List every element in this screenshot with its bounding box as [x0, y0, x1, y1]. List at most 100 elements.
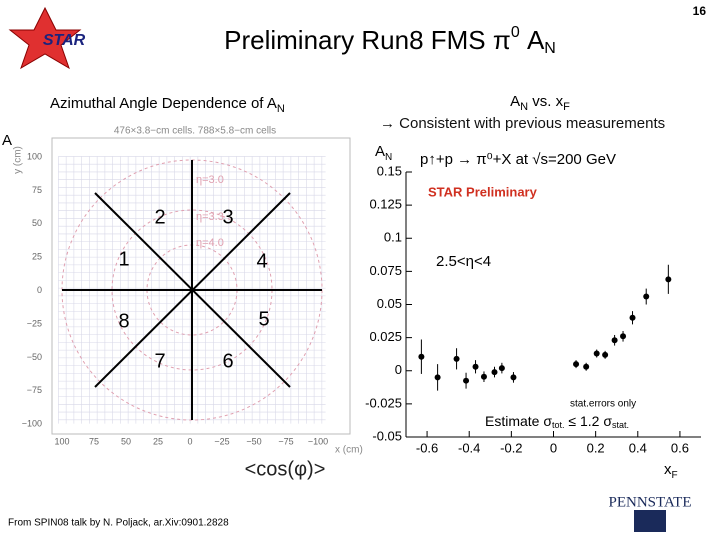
- sector-number: 7: [154, 350, 165, 372]
- y-tick-label: -0.05: [372, 428, 402, 443]
- y-tick-label: −75: [27, 385, 42, 395]
- y-axis-title: y (cm): [13, 146, 24, 174]
- x-tick-label: 0: [550, 440, 557, 455]
- y-tick-label: 0: [395, 362, 402, 377]
- x-axis-title: x (cm): [335, 445, 363, 456]
- y-tick-label: 50: [32, 218, 42, 228]
- title-sub: N: [544, 40, 556, 57]
- estimate-part: Estimate σ: [485, 413, 552, 429]
- sector-number: 5: [258, 308, 269, 330]
- right-heading: AN vs. xF: [510, 93, 570, 113]
- x-tick-label: 0: [187, 436, 192, 446]
- data-point: [620, 333, 627, 340]
- x-label: xF: [664, 461, 678, 481]
- diagram-frame: [51, 137, 351, 435]
- sector-number: 1: [118, 248, 129, 270]
- y-tick-label: 0.15: [377, 163, 402, 178]
- title-sup: 0: [511, 24, 520, 41]
- subheading: → Consistent with previous measurements: [380, 115, 665, 132]
- x-tick-label: -0.2: [500, 440, 522, 455]
- sector-number: 6: [222, 350, 233, 372]
- bottom-label: <cos(φ)>: [245, 458, 326, 480]
- x-tick-label: 0.2: [587, 440, 605, 455]
- x-tick-label: 75: [89, 436, 99, 446]
- data-point: [573, 361, 580, 368]
- data-point: [453, 355, 460, 362]
- data-point: [629, 314, 636, 321]
- data-point: [643, 293, 650, 300]
- y-tick-label: −25: [27, 318, 42, 328]
- pennstate-logo: PENNSTATE: [609, 494, 692, 510]
- heading-sub: F: [563, 101, 570, 113]
- data-point: [602, 351, 609, 358]
- logo-text: STAR: [43, 32, 86, 49]
- y-tick-label: 0.05: [377, 296, 402, 311]
- estimate-sub: tot.: [552, 420, 565, 430]
- source-note: From SPIN08 talk by N. Poljack, ar.Xiv:0…: [8, 518, 229, 529]
- left-heading: Azimuthal Angle Dependence of AN: [50, 95, 285, 115]
- estimate: Estimate σtot. ≤ 1.2 σstat.: [485, 413, 629, 431]
- y-tick-label: −50: [27, 352, 42, 362]
- heading-part: Azimuthal Angle Dependence of A: [50, 95, 277, 112]
- x-tick-label: 25: [153, 436, 163, 446]
- y-tick-label: 25: [32, 252, 42, 262]
- data-point: [498, 365, 505, 372]
- pennstate-shield: [634, 510, 666, 532]
- slide-title: Preliminary Run8 FMS π0 AN: [224, 24, 556, 57]
- estimate-part: ≤ 1.2 σ: [565, 413, 613, 429]
- reaction: p↑+p → π⁰+X at √s=200 GeV: [420, 151, 616, 168]
- data-point: [434, 374, 441, 381]
- x-tick-label: 50: [121, 436, 131, 446]
- data-point: [583, 363, 590, 370]
- eta-label: η=3.0: [196, 174, 224, 186]
- data-point: [665, 276, 672, 283]
- data-point: [480, 373, 487, 380]
- x-tick-label: -0.6: [416, 440, 438, 455]
- sector-number: 8: [118, 310, 129, 332]
- y-tick-label: 100: [27, 151, 42, 161]
- y-tick-label: 0.025: [369, 329, 402, 344]
- eta-label: η=3.3: [196, 211, 224, 223]
- y-tick-label: −100: [22, 419, 42, 429]
- x-tick-label: 0.6: [671, 440, 689, 455]
- data-point: [510, 374, 517, 381]
- label-sub: F: [672, 470, 678, 481]
- x-tick-label: −25: [214, 436, 229, 446]
- stat-note: stat.errors only: [570, 399, 636, 410]
- page-number: 16: [693, 4, 707, 18]
- y-tick-label: 0.1: [384, 230, 402, 245]
- data-point: [463, 377, 470, 384]
- sector-number: 4: [256, 250, 267, 272]
- star-logo: [8, 6, 82, 70]
- heading-part: vs. x: [528, 93, 564, 110]
- axis-cut-label: A: [2, 132, 12, 149]
- x-tick-label: -0.4: [458, 440, 480, 455]
- eta-range: 2.5<η<4: [436, 253, 491, 270]
- title-part: Preliminary Run8 FMS π: [224, 25, 511, 55]
- label-sub: N: [385, 152, 392, 163]
- x-tick-label: 0.4: [629, 440, 647, 455]
- x-tick-label: −75: [278, 436, 293, 446]
- x-tick-label: −100: [308, 436, 328, 446]
- heading-sub: N: [520, 101, 528, 113]
- y-tick-label: 0.075: [369, 263, 402, 278]
- title-part: A: [520, 25, 545, 55]
- heading-sub: N: [277, 103, 285, 115]
- y-tick-label: 0.125: [369, 197, 402, 212]
- star-preliminary: STAR Preliminary: [428, 184, 538, 199]
- sector-number: 3: [222, 206, 233, 228]
- data-point: [491, 369, 498, 376]
- label-part: A: [375, 143, 385, 160]
- plot: -0.05 -0.025 0 0.025 0.05 0.075 0.1 0.125 0.15 -0…: [365, 163, 701, 455]
- label-part: x: [664, 461, 672, 478]
- y-tick-label: -0.025: [365, 395, 402, 410]
- y-label: AN: [375, 143, 392, 163]
- x-tick-label: −50: [246, 436, 261, 446]
- estimate-sub: stat.: [612, 420, 629, 430]
- x-tick-label: 100: [54, 436, 69, 446]
- y-tick-label: 0: [37, 285, 42, 295]
- data-point: [418, 353, 425, 360]
- eta-label: η=4.0: [196, 237, 224, 249]
